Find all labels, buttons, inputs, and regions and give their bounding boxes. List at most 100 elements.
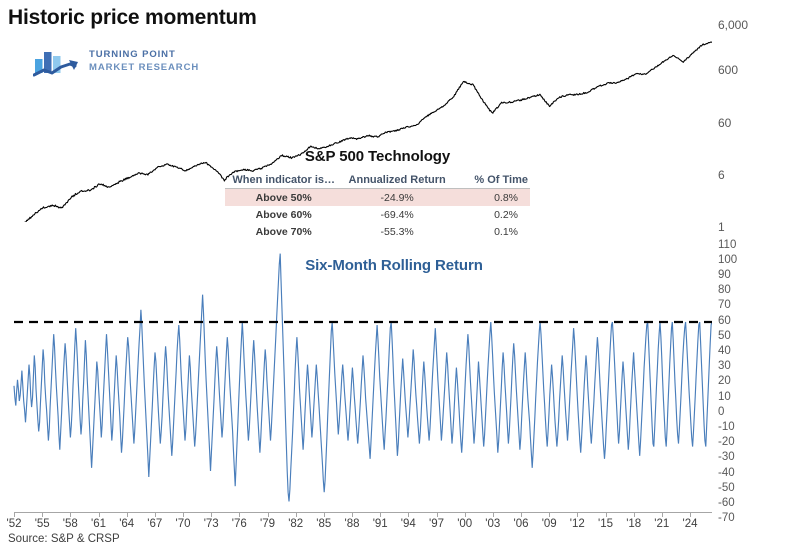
bar-chart-arrow-logo-icon [33,52,78,77]
x-axis-tick-label: '67 [147,518,163,530]
x-axis-tick [154,512,156,517]
x-axis-tick [42,512,44,517]
momentum-y-tick-label: 80 [718,284,731,297]
x-axis-tick [239,512,241,517]
momentum-panel-svg [13,253,712,502]
stats-table-title: S&P 500 Technology [304,148,451,165]
momentum-y-tick-label: -60 [718,496,735,509]
momentum-line [13,253,712,502]
table-cell-pct_of_time: 0.1% [494,225,518,238]
momentum-y-tick-label: 70 [718,299,731,312]
x-axis-tick-label: '79 [260,518,275,530]
x-axis-tick-label: '91 [372,518,388,530]
x-axis-tick [14,512,15,517]
price-y-tick-label: 6 [718,168,725,182]
x-axis-tick-label: '88 [344,518,360,530]
momentum-y-tick-label: 0 [718,405,725,418]
logo-line-2: MARKET RESEARCH [89,61,200,73]
x-axis-tick [661,512,663,517]
table-row: Above 60% -69.4% 0.2% [225,206,530,223]
x-axis-tick-label: '09 [541,518,557,530]
stats-table-header-row: When indicator is… Annualized Return % O… [225,174,530,189]
x-axis-tick [408,512,410,517]
momentum-y-tick-label: 30 [718,360,731,373]
x-axis-tick-label: '85 [316,518,332,530]
momentum-y-tick-label: -20 [718,436,735,449]
x-axis-tick [295,512,297,517]
stats-table-block: S&P 500 Technology When indicator is… An… [225,148,530,240]
x-axis-tick [211,512,213,517]
momentum-y-tick-label: -30 [718,451,735,464]
momentum-y-tick-label: 60 [718,314,731,327]
x-axis-tick [70,512,72,517]
x-axis-tick-label: '73 [203,518,219,530]
x-axis-tick [126,512,128,517]
x-axis-tick [577,512,579,517]
price-y-tick-label: 60 [718,116,732,130]
x-axis-tick [464,512,466,517]
x-axis-tick [605,512,607,517]
column-header-condition: When indicator is… [225,174,343,189]
table-cell-condition: Above 70% [255,225,312,238]
series-annotation-label: Six-Month Rolling Return [305,257,483,274]
brand-logo: TURNING POINT MARKET RESEARCH [33,46,198,82]
x-axis-tick [323,512,325,517]
x-axis-tick-label: '18 [626,518,642,530]
table-cell-condition: Above 60% [255,208,312,221]
x-axis-tick-label: '94 [400,518,416,530]
x-axis-tick-label: '21 [654,518,670,530]
x-axis-tick [267,512,269,517]
x-axis-tick [633,512,635,517]
momentum-y-tick-label: 110 [718,238,737,251]
stats-table: When indicator is… Annualized Return % O… [225,174,530,240]
momentum-y-tick-label: 90 [718,268,731,281]
logo-wordmark: TURNING POINT MARKET RESEARCH [89,49,199,74]
momentum-y-tick-label: -50 [718,481,735,494]
x-axis-tick [436,512,438,517]
table-cell-condition: Above 50% [225,188,343,206]
price-panel-svg [24,41,712,222]
x-axis-tick-label: '00 [457,518,473,530]
momentum-y-tick-label: 40 [718,344,731,357]
x-axis-tick-label: '82 [288,518,304,530]
momentum-y-tick-label: 50 [718,329,731,342]
momentum-y-tick-label: -10 [718,420,735,433]
price-panel [12,12,712,222]
table-cell-annualized_return: -69.4% [380,208,414,221]
table-cell-annualized_return: -55.3% [380,225,414,238]
x-axis-tick-label: '06 [513,518,529,530]
logo-line-1: TURNING POINT [89,49,176,60]
x-axis-tick [98,512,100,517]
x-axis-tick-label: '55 [34,518,50,530]
x-axis-tick-label: '24 [682,518,698,530]
price-y-tick-label: 6,000 [718,18,749,32]
table-row: Above 70% -55.3% 0.1% [225,223,530,240]
x-axis-line [14,512,712,513]
x-axis-tick-label: '76 [231,518,247,530]
x-axis-tick [352,512,353,517]
x-axis-tick-label: '12 [569,518,585,530]
momentum-panel [12,240,712,512]
momentum-y-tick-label: 100 [718,253,738,266]
x-axis-tick-label: '97 [429,518,444,530]
momentum-y-tick-label: -70 [718,512,735,525]
x-axis-tick-label: '52 [6,518,22,530]
x-axis-tick [183,512,184,517]
x-axis-tick [549,512,551,517]
column-header-pct-of-time: % Of Time [451,174,530,189]
stats-table-body: Above 50% -24.9% 0.8% Above 60% -69.4% 0.2% Ab… [225,188,530,241]
x-axis-tick-label: '61 [91,518,106,530]
x-axis-tick [521,512,522,517]
stats-table-head: When indicator is… Annualized Return % O… [225,174,530,189]
x-axis-tick-label: '03 [485,518,501,530]
x-axis-tick [492,512,494,517]
x-axis-tick-label: '15 [598,518,613,530]
table-cell-annualized_return: -24.9% [342,188,452,206]
table-cell-pct_of_time: 0.8% [451,188,530,206]
x-axis-tick-label: '70 [175,518,191,530]
x-axis-tick-label: '64 [119,518,135,530]
x-axis-tick [690,512,691,517]
momentum-y-tick-label: 10 [718,390,731,403]
source-note: Source: S&P & CRSP [8,533,120,545]
